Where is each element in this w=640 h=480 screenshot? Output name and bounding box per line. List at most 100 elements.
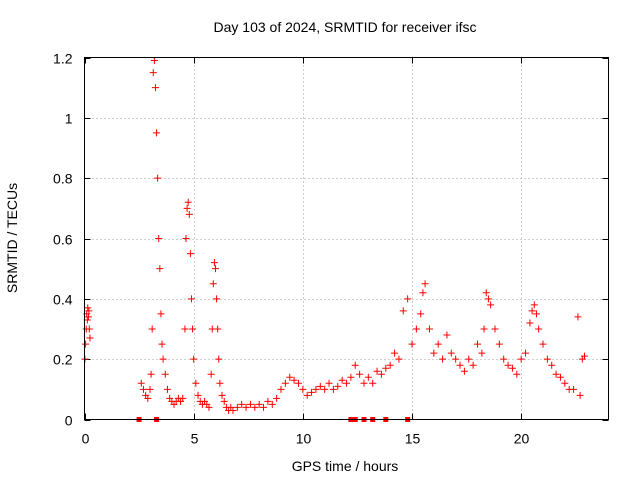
- data-point: [207, 370, 215, 378]
- y-tick-label: 0: [65, 413, 73, 429]
- data-point: [452, 355, 460, 363]
- data-point: [303, 391, 311, 399]
- data-point: [373, 367, 381, 375]
- data-point: [189, 325, 197, 333]
- data-point: [83, 316, 91, 324]
- data-point: [242, 403, 250, 411]
- data-point: [425, 325, 433, 333]
- data-point: [190, 355, 198, 363]
- data-point: [443, 331, 451, 339]
- data-point: [552, 370, 560, 378]
- data-point: [205, 403, 213, 411]
- data-point: [539, 340, 547, 348]
- data-point: [456, 361, 464, 369]
- data-point: [209, 280, 217, 288]
- data-point: [491, 325, 499, 333]
- data-point: [216, 379, 224, 387]
- data-point: [430, 349, 438, 357]
- data-point: [163, 385, 171, 393]
- data-point: [157, 310, 165, 318]
- data-point: [417, 310, 425, 318]
- data-point: [181, 325, 189, 333]
- data-point: [277, 385, 285, 393]
- data-point: [530, 301, 538, 309]
- data-point: [213, 295, 221, 303]
- data-point: [391, 349, 399, 357]
- data-point: [179, 394, 187, 402]
- data-point: [155, 235, 163, 242]
- data-point: [360, 379, 368, 387]
- data-point: [412, 325, 420, 333]
- data-point: [84, 313, 92, 321]
- data-point: [220, 397, 228, 405]
- data-point: [526, 319, 534, 327]
- data-point: [347, 373, 355, 381]
- data-point: [356, 370, 364, 378]
- data-point: [513, 370, 521, 378]
- data-point: [338, 376, 346, 384]
- data-point: [158, 340, 166, 348]
- data-point: [139, 385, 147, 393]
- data-point: [369, 379, 377, 387]
- x-tick-label: 0: [82, 431, 90, 447]
- data-point: [395, 355, 403, 363]
- data-point: [434, 340, 442, 348]
- data-point: [487, 301, 495, 309]
- data-point: [484, 295, 492, 303]
- data-point: [194, 391, 202, 399]
- data-point: [382, 364, 390, 372]
- data-point: [556, 373, 564, 381]
- data-point: [474, 340, 481, 348]
- data-point: [214, 325, 222, 333]
- data-point: [229, 406, 237, 414]
- data-point: [386, 361, 394, 369]
- data-point: [561, 379, 569, 387]
- x-tick-label: 15: [405, 431, 421, 447]
- data-point: [508, 364, 516, 372]
- data-point: [325, 379, 333, 387]
- data-point: [146, 385, 154, 393]
- data-point: [186, 250, 194, 258]
- data-point: [86, 334, 94, 342]
- y-tick-label: 0.6: [53, 232, 73, 248]
- data-point: [399, 307, 407, 315]
- data-point: [147, 370, 155, 378]
- data-point: [137, 379, 145, 387]
- x-tick-label: 10: [296, 431, 312, 447]
- data-point: [182, 235, 190, 242]
- data-point: [255, 400, 263, 408]
- y-tick-label: 0.2: [53, 352, 73, 368]
- data-point: [156, 265, 164, 273]
- data-point: [218, 391, 226, 399]
- x-tick-label: 5: [191, 431, 199, 447]
- data-point: [82, 340, 90, 348]
- y-tick-label: 1: [65, 111, 73, 127]
- data-point: [439, 355, 447, 363]
- data-point: [154, 174, 162, 182]
- data-point: [84, 304, 92, 312]
- data-point: [404, 295, 412, 303]
- data-point: [251, 403, 259, 411]
- data-point: [535, 325, 543, 333]
- data-point: [210, 259, 218, 267]
- chart-title: Day 103 of 2024, SRMTID for receiver ifs…: [214, 19, 477, 35]
- data-point: [299, 385, 307, 393]
- data-point: [312, 385, 320, 393]
- data-point: [351, 361, 359, 369]
- ticks: 0 0.2 0.4 0.6 0.8 1 1.2 0 5 10 15 20: [53, 51, 609, 447]
- data-point: [570, 385, 578, 393]
- x-tick-label: 20: [514, 431, 530, 447]
- data-point: [273, 394, 281, 402]
- data-point: [185, 210, 193, 218]
- data-point: [574, 313, 582, 321]
- data-point: [153, 129, 161, 137]
- plot-frame: [84, 57, 609, 420]
- data-point: [148, 325, 156, 333]
- data-point: [377, 370, 385, 378]
- data-point: [184, 198, 192, 206]
- data-point: [421, 280, 429, 288]
- data-point: [183, 204, 191, 212]
- data-point: [161, 370, 169, 378]
- data-point: [290, 376, 298, 384]
